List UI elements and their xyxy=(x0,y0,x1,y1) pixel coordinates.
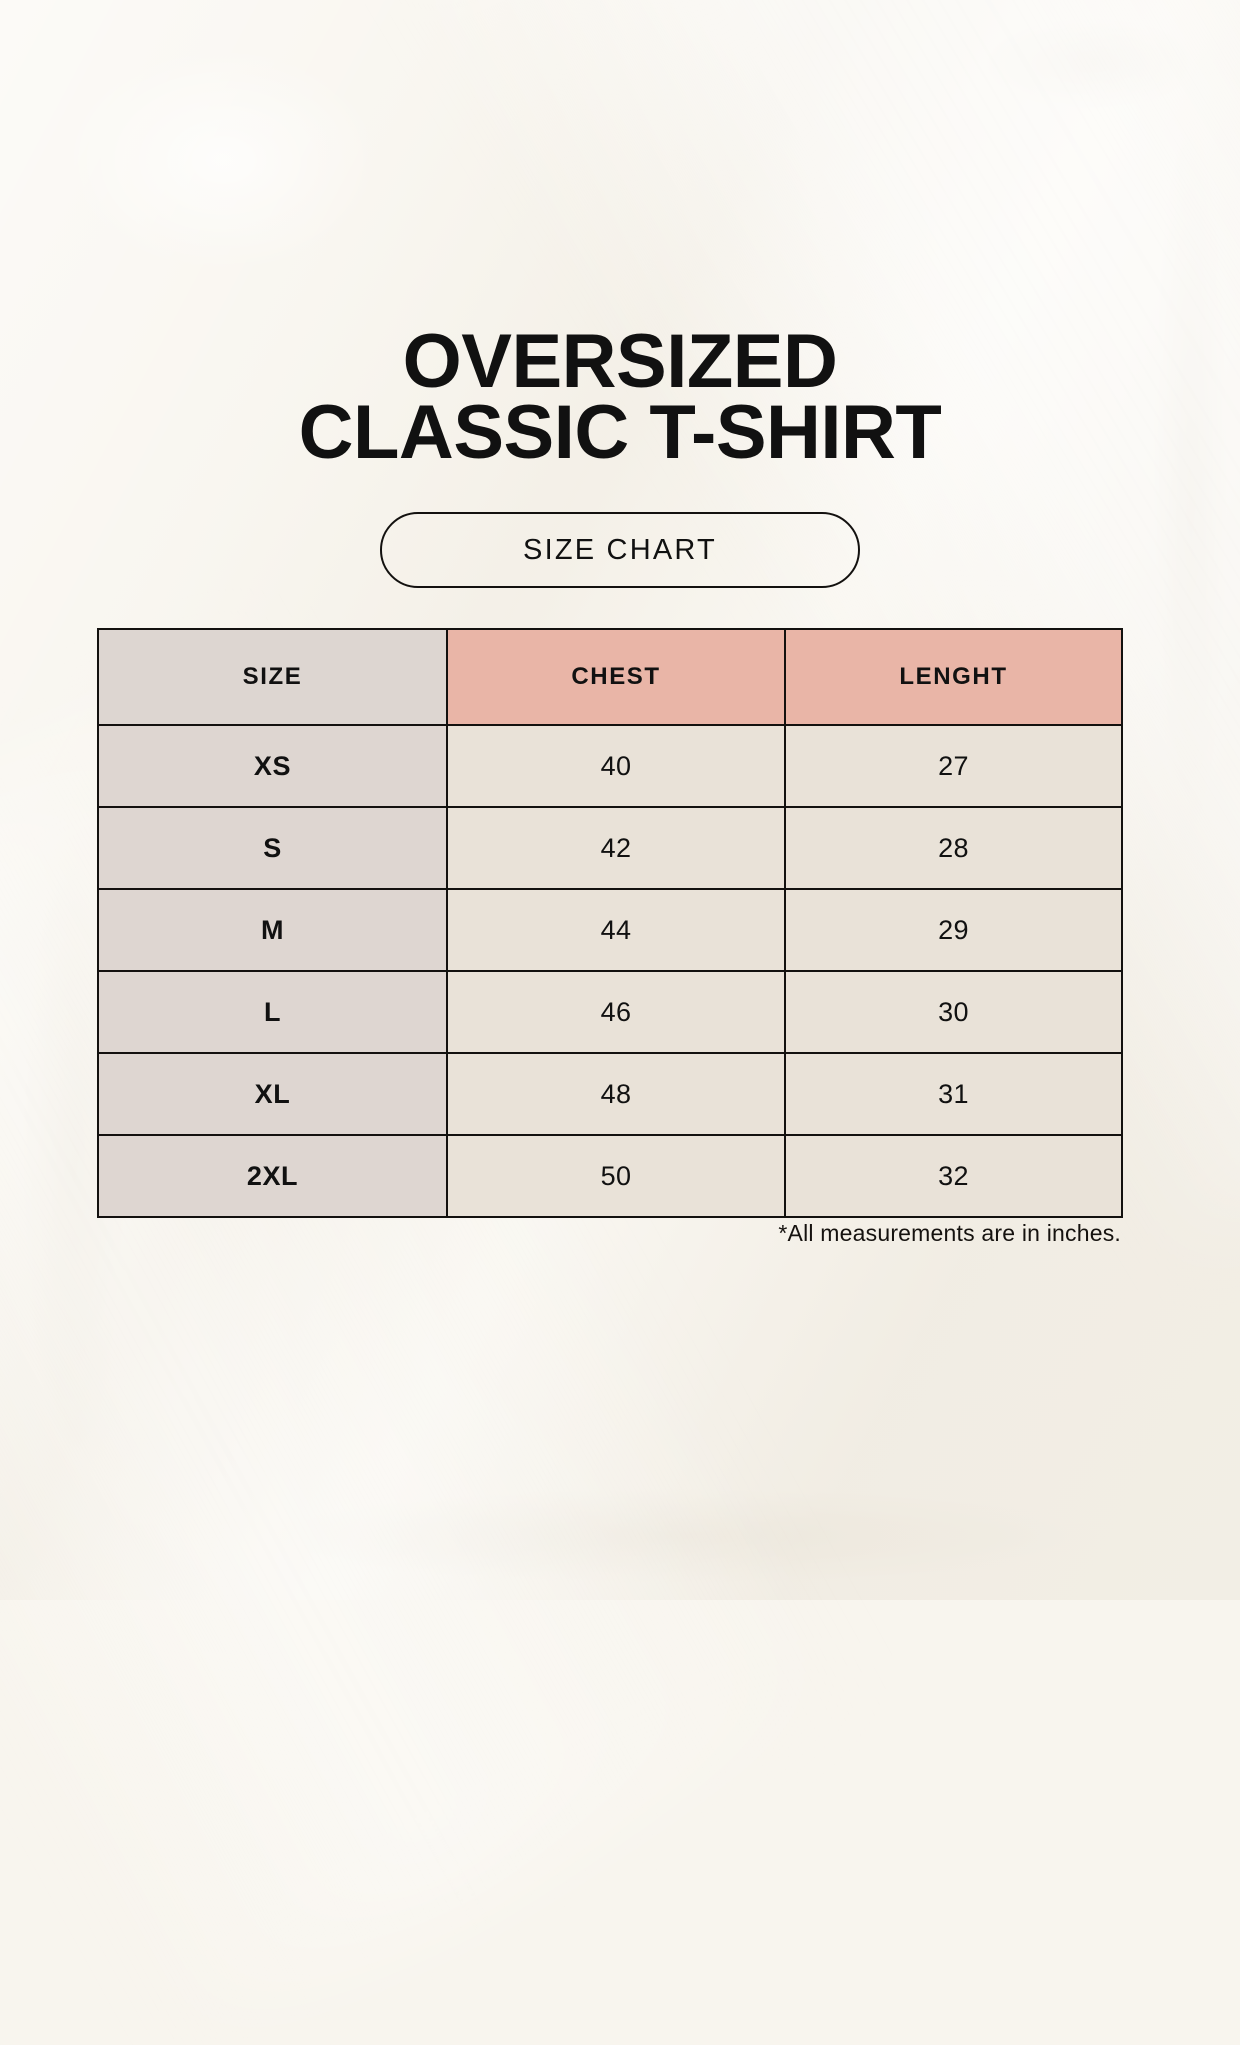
cell-chest: 44 xyxy=(446,888,786,972)
size-table-head: SIZE CHEST LENGHT xyxy=(97,628,1123,726)
table-row: XL 48 31 xyxy=(97,1052,1123,1136)
cell-size: S xyxy=(97,806,448,890)
cell-chest: 50 xyxy=(446,1134,786,1218)
cell-length: 31 xyxy=(784,1052,1123,1136)
size-table: SIZE CHEST LENGHT XS 40 27 S 42 28 M xyxy=(97,628,1123,1218)
cell-size: XL xyxy=(97,1052,448,1136)
cell-size: M xyxy=(97,888,448,972)
cell-chest: 40 xyxy=(446,724,786,808)
size-chart-badge-container: SIZE CHART xyxy=(0,512,1240,588)
measurement-units-footnote: *All measurements are in inches. xyxy=(778,1220,1121,1246)
column-header-length: LENGHT xyxy=(784,628,1123,726)
size-chart-badge-label: SIZE CHART xyxy=(523,533,717,566)
column-header-size: SIZE xyxy=(97,628,448,726)
table-row: XS 40 27 xyxy=(97,724,1123,808)
table-header-row: SIZE CHEST LENGHT xyxy=(97,628,1123,726)
size-table-body: XS 40 27 S 42 28 M 44 29 L 46 30 xyxy=(97,724,1123,1218)
size-table-container: SIZE CHEST LENGHT XS 40 27 S 42 28 M xyxy=(97,628,1123,1218)
column-header-chest: CHEST xyxy=(446,628,786,726)
cell-length: 32 xyxy=(784,1134,1123,1218)
cell-chest: 46 xyxy=(446,970,786,1054)
cell-length: 28 xyxy=(784,806,1123,890)
cell-length: 30 xyxy=(784,970,1123,1054)
cell-size: 2XL xyxy=(97,1134,448,1218)
page-title-line-2: CLASSIC T-SHIRT xyxy=(298,389,942,475)
cell-size: L xyxy=(97,970,448,1054)
size-chart-badge: SIZE CHART xyxy=(380,512,860,588)
cell-length: 29 xyxy=(784,888,1123,972)
table-row: S 42 28 xyxy=(97,806,1123,890)
cell-chest: 42 xyxy=(446,806,786,890)
page-title-line-1: OVERSIZED xyxy=(402,319,838,404)
cell-length: 27 xyxy=(784,724,1123,808)
table-row: L 46 30 xyxy=(97,970,1123,1054)
page-title: OVERSIZED CLASSIC T-SHIRT xyxy=(0,319,1240,475)
cell-size: XS xyxy=(97,724,448,808)
table-row: M 44 29 xyxy=(97,888,1123,972)
table-row: 2XL 50 32 xyxy=(97,1134,1123,1218)
cell-chest: 48 xyxy=(446,1052,786,1136)
